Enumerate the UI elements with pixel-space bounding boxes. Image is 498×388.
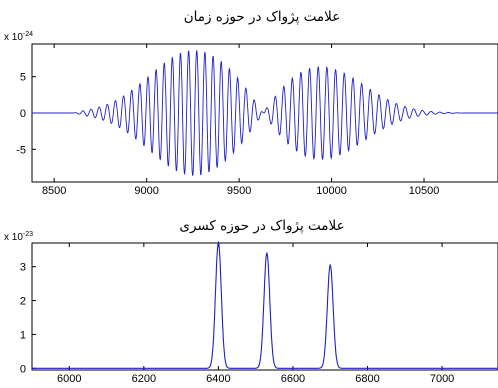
series-line-fractional-peaks xyxy=(32,240,498,369)
plot-area-time xyxy=(31,43,498,183)
x-tick-label: 6200 xyxy=(132,373,156,385)
x-tick-label: 8500 xyxy=(42,185,66,197)
series-line-time-signal xyxy=(32,50,498,176)
x-tick-label: 9000 xyxy=(134,185,158,197)
y-tick-label: 1 xyxy=(20,329,26,341)
x-tick-label: 6600 xyxy=(281,373,305,385)
ticks-fractional: 6000 6200 6400 6600 6800 7000 3 2 1 0 xyxy=(20,243,454,385)
y-tick-label: 0 xyxy=(20,363,26,375)
plot-area-fractional xyxy=(31,242,498,371)
ticks-time: 8500 9000 9500 10000 10500 5 0 -5 xyxy=(16,44,439,197)
y-tick-label: 0 xyxy=(20,108,26,120)
x-tick-label: 7000 xyxy=(430,373,454,385)
x-tick-label: 6000 xyxy=(57,373,81,385)
y-exponent-label-fractional: x 10-23 xyxy=(4,231,33,243)
x-tick-label: 6400 xyxy=(206,373,230,385)
y-tick-label: -5 xyxy=(16,144,26,156)
y-tick-label: 3 xyxy=(20,262,26,274)
x-tick-label: 10500 xyxy=(409,185,440,197)
chart-title-time-domain: علامت پژواک در حوزه زمان xyxy=(184,9,341,25)
y-tick-label: 5 xyxy=(20,72,26,84)
y-exponent-label-time: x 10-24 xyxy=(4,31,33,43)
x-tick-label: 10000 xyxy=(316,185,347,197)
chart-title-fractional-domain: علامت پژواک در حوزه کسری xyxy=(179,218,344,234)
x-tick-label: 6800 xyxy=(355,373,379,385)
x-tick-label: 9500 xyxy=(227,185,251,197)
chart-time-domain: علامت پژواک در حوزه زمان x 10-24 8500 900… xyxy=(4,9,498,197)
y-tick-label: 2 xyxy=(20,296,26,308)
chart-fractional-domain: علامت پژواک در حوزه کسری x 10-23 6000 620… xyxy=(4,218,498,385)
